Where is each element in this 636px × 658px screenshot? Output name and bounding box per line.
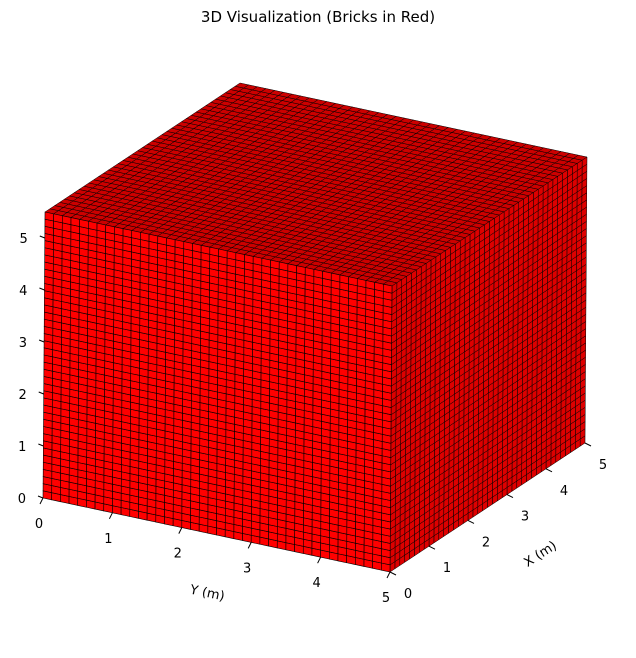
x-axis-label: X (m) [521, 539, 559, 571]
z-tick-mark [38, 443, 44, 447]
brick [88, 220, 98, 231]
brick [313, 268, 323, 279]
brick [304, 267, 315, 277]
brick [252, 256, 263, 266]
x-tick-label: 2 [482, 535, 490, 550]
brick [278, 261, 289, 272]
brick [114, 226, 124, 237]
y-tick-mark [317, 556, 322, 564]
brick [131, 230, 141, 240]
brick [183, 241, 193, 251]
brick [79, 219, 89, 229]
y-tick-mark [386, 571, 391, 579]
brick [226, 250, 237, 261]
y-tick-label: 3 [243, 561, 251, 576]
brick [122, 228, 133, 239]
y-tick-label: 1 [104, 532, 112, 547]
x-tick-mark [506, 494, 514, 499]
brick [261, 257, 271, 268]
brick [96, 222, 107, 233]
brick [322, 270, 332, 281]
brick [235, 252, 245, 263]
brick [339, 274, 349, 285]
z-tick-label: 0 [18, 492, 26, 507]
brick [105, 224, 115, 235]
z-tick-mark [37, 495, 44, 499]
brick [296, 265, 306, 276]
brick [348, 276, 358, 287]
brick-volume [42, 82, 588, 573]
brick [192, 243, 202, 253]
x-tick-label: 0 [404, 587, 412, 602]
z-tick-label: 5 [20, 232, 28, 247]
brick [287, 263, 297, 274]
brick [148, 233, 159, 244]
y-tick-mark [247, 542, 252, 549]
brick [270, 259, 280, 270]
brick [44, 211, 54, 222]
z-tick-mark [38, 339, 45, 343]
z-tick-label: 2 [18, 388, 26, 403]
brick [330, 272, 341, 283]
y-tick-label: 5 [382, 591, 390, 606]
x-tick-label: 4 [560, 484, 568, 499]
z-tick-label: 4 [19, 284, 27, 299]
x-tick-label: 5 [599, 458, 607, 473]
brick [209, 246, 219, 257]
brick [244, 254, 254, 264]
brick [218, 248, 228, 259]
z-tick-label: 3 [19, 336, 27, 351]
y-tick-label: 2 [174, 547, 182, 562]
z-tick-mark [39, 235, 46, 239]
x-tick-label: 3 [521, 510, 529, 525]
x-tick-label: 1 [443, 561, 451, 576]
y-tick-label: 4 [312, 576, 320, 591]
x-tick-mark [428, 545, 436, 550]
y-tick-mark [39, 497, 44, 505]
y-tick-mark [178, 527, 183, 534]
z-tick-mark [39, 287, 45, 291]
brick [166, 237, 176, 248]
brick [70, 217, 81, 227]
z-tick-label: 1 [18, 440, 26, 455]
brick [365, 280, 375, 290]
brick [382, 283, 393, 294]
brick [140, 231, 150, 242]
brick [374, 281, 384, 292]
y-tick-mark [108, 512, 113, 520]
brick [200, 244, 211, 255]
x-tick-mark [545, 468, 553, 473]
x-tick-mark [389, 571, 397, 576]
z-tick-mark [38, 391, 44, 395]
chart-title: 3D Visualization (Bricks in Red) [200, 8, 436, 26]
y-axis-label: Y (m) [188, 582, 226, 604]
x-tick-mark [467, 519, 475, 524]
brick [174, 239, 185, 250]
x-tick-mark [584, 442, 592, 447]
brick [53, 213, 63, 224]
brick [157, 235, 167, 246]
y-tick-label: 0 [35, 517, 43, 532]
brick [61, 215, 72, 226]
brick [356, 278, 367, 288]
